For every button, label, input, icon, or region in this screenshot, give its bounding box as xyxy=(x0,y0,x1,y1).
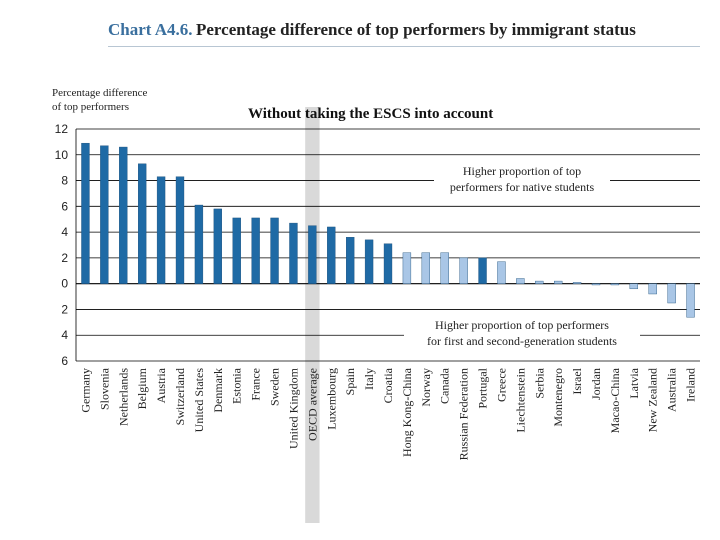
y-tick-label: 6 xyxy=(61,354,68,368)
bar-macao-china xyxy=(610,283,620,286)
bar-oecd-average xyxy=(308,225,317,284)
category-label: Portugal xyxy=(476,367,490,408)
category-label: Norway xyxy=(419,368,433,407)
bar-norway xyxy=(421,252,430,284)
y-tick-label: 6 xyxy=(61,199,68,213)
category-label: Ireland xyxy=(684,368,698,402)
oecd-highlight-band xyxy=(305,107,320,523)
y-tick-label: 4 xyxy=(61,328,68,342)
category-label: Israel xyxy=(570,367,584,394)
bar-portugal xyxy=(478,257,487,284)
chart-subtitle: Without taking the ESCS into account xyxy=(248,106,494,122)
y-axis-title: Percentage difference of top performers xyxy=(52,86,147,114)
category-label: Spain xyxy=(343,368,357,395)
bar-netherlands xyxy=(119,146,128,284)
category-label: Switzerland xyxy=(173,368,187,425)
y-tick-label: 0 xyxy=(61,277,68,291)
bar-new-zealand xyxy=(648,283,657,295)
bar-austria xyxy=(156,176,166,284)
bar-russian-federation xyxy=(459,257,468,284)
category-label: Sweden xyxy=(268,368,282,406)
bar-belgium xyxy=(138,163,147,284)
bar-greece xyxy=(497,261,506,284)
category-label: Netherlands xyxy=(116,368,130,426)
annotation-immigrant-line1: Higher proportion of top performers xyxy=(435,318,609,332)
bar-ireland xyxy=(686,283,695,318)
category-label: Australia xyxy=(665,367,679,412)
bar-switzerland xyxy=(175,176,185,284)
bar-liechtenstein xyxy=(516,278,525,284)
y-tick-label: 12 xyxy=(55,122,69,136)
category-label: Italy xyxy=(362,368,376,390)
category-label: United States xyxy=(192,368,206,433)
bar-israel xyxy=(572,282,582,284)
category-label: Serbia xyxy=(532,367,546,398)
bar-serbia xyxy=(535,280,544,284)
chart-header: Chart A4.6. Percentage difference of top… xyxy=(0,18,720,48)
chart-label: Chart A4.6. xyxy=(108,20,193,39)
bar-montenegro xyxy=(554,280,563,284)
category-label: United Kingdom xyxy=(286,367,300,449)
bar-australia xyxy=(667,283,676,304)
category-label: Croatia xyxy=(381,367,395,403)
chart-title: Percentage difference of top performers … xyxy=(196,20,636,39)
bar-jordan xyxy=(591,283,601,286)
annotation-immigrant-line2: for first and second-generation students xyxy=(427,334,617,348)
annotation-immigrant: Higher proportion of top performers for … xyxy=(404,317,640,349)
bar-sweden xyxy=(270,217,279,284)
bar-denmark xyxy=(213,208,222,284)
category-label: Jordan xyxy=(589,368,603,400)
bar-luxembourg xyxy=(327,226,336,284)
category-label: Greece xyxy=(494,368,508,402)
y-axis-title-line1: Percentage difference xyxy=(52,87,148,99)
y-axis-title-line2: of top performers xyxy=(52,101,129,113)
category-label: Estonia xyxy=(230,367,244,404)
bar-estonia xyxy=(232,217,241,284)
annotation-native-line1: Higher proportion of top xyxy=(462,164,582,178)
y-tick-label: 10 xyxy=(55,148,69,162)
y-tick-label: 2 xyxy=(61,251,68,265)
category-label: Macao-China xyxy=(608,367,622,433)
y-tick-label: 8 xyxy=(61,174,68,188)
title-divider xyxy=(108,46,700,47)
bar-croatia xyxy=(383,243,393,284)
bar-italy xyxy=(364,239,374,284)
category-label: Luxembourg xyxy=(324,368,338,430)
bar-canada xyxy=(440,252,449,284)
category-label: New Zealand xyxy=(646,368,660,432)
category-label: Russian Federation xyxy=(457,368,471,460)
bar-hong-kong-china xyxy=(402,252,412,284)
category-label: Latvia xyxy=(627,367,641,398)
bar-united-states xyxy=(194,204,204,284)
category-label: Germany xyxy=(78,368,92,413)
bar-spain xyxy=(346,237,355,284)
category-label: France xyxy=(249,368,263,401)
category-label: Denmark xyxy=(211,368,225,413)
bar-slovenia xyxy=(100,145,109,284)
bar-germany xyxy=(81,142,90,284)
bar-france xyxy=(251,217,260,284)
category-label: Austria xyxy=(154,367,168,403)
y-tick-label: 2 xyxy=(61,302,68,316)
category-label: OECD average xyxy=(305,368,319,441)
category-label: Montenegro xyxy=(551,368,565,427)
bar-united-kingdom xyxy=(289,222,298,284)
category-label: Hong Kong-China xyxy=(400,367,414,457)
category-label: Canada xyxy=(438,367,452,404)
category-label: Belgium xyxy=(135,367,149,409)
y-tick-label: 4 xyxy=(61,225,68,239)
category-label: Liechtenstein xyxy=(513,368,527,433)
annotation-native: Higher proportion of top performers for … xyxy=(434,163,610,195)
annotation-native-line2: performers for native students xyxy=(449,180,595,194)
category-label: Slovenia xyxy=(97,367,111,410)
bar-latvia xyxy=(629,283,638,290)
